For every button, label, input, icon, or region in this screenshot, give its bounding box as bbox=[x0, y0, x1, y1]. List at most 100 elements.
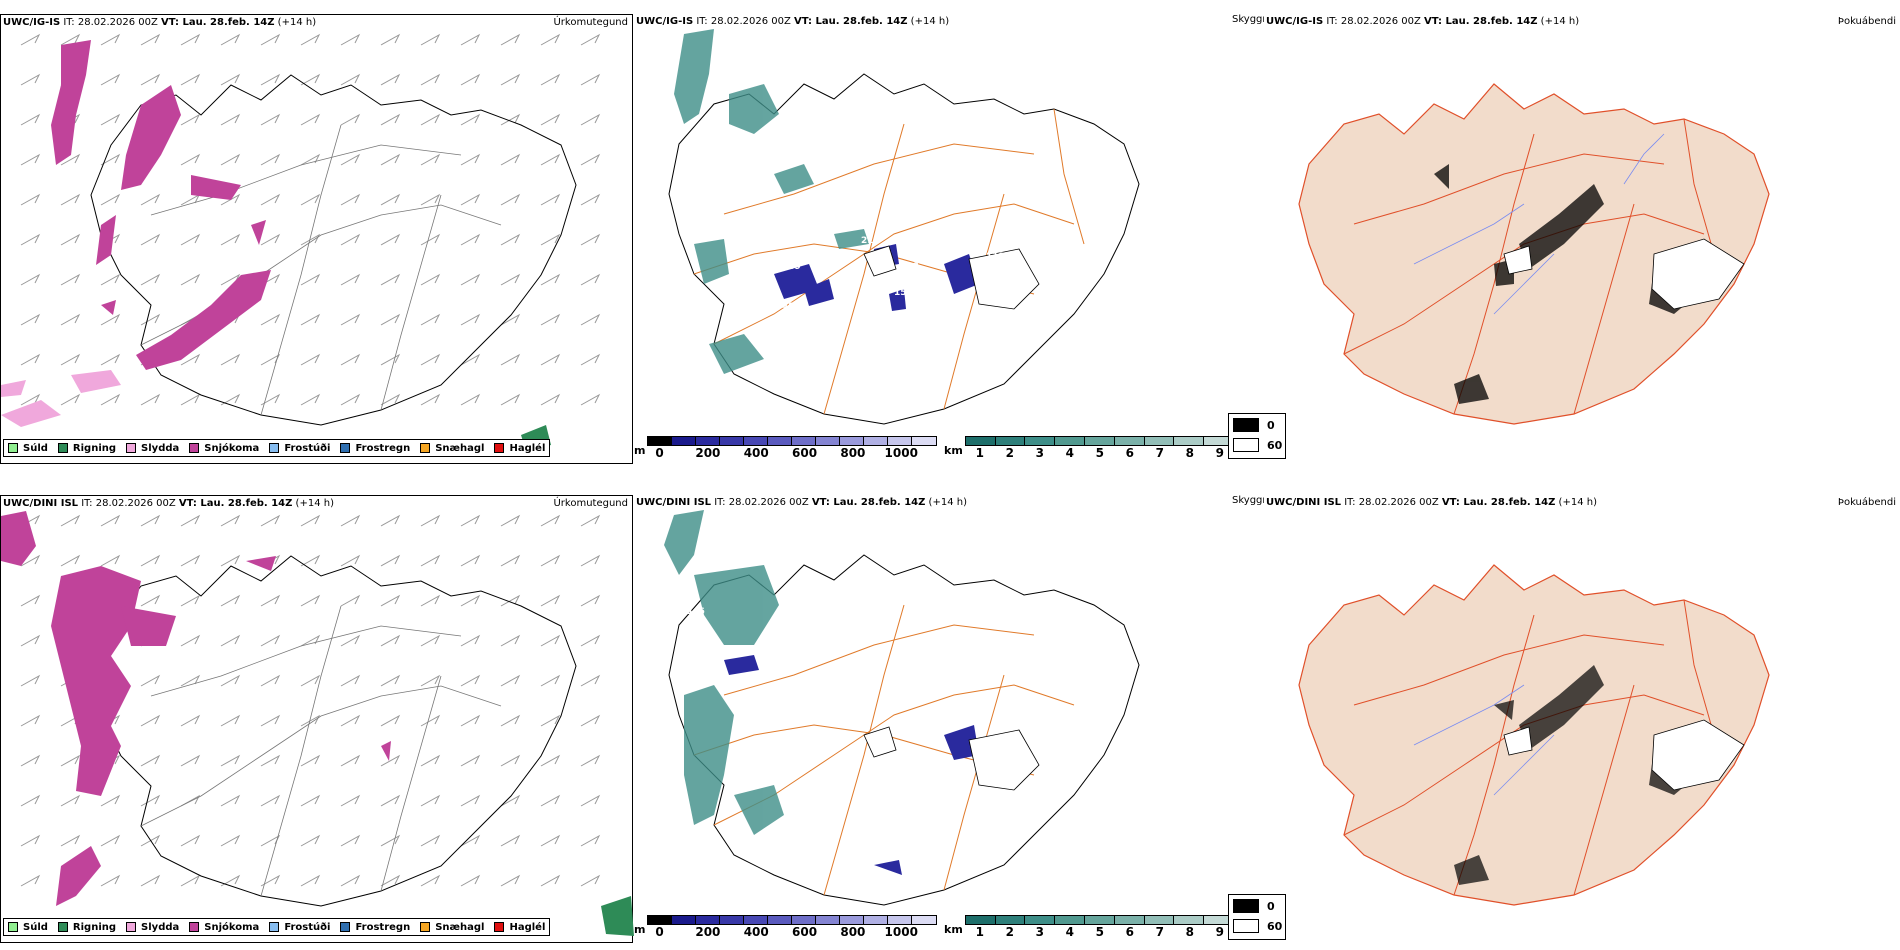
legend-item: Haglél bbox=[494, 443, 545, 454]
wind-barb bbox=[540, 153, 561, 166]
wind-barb bbox=[500, 594, 521, 607]
wind-barb bbox=[420, 514, 441, 527]
wind-barb bbox=[20, 313, 41, 326]
wind-barb bbox=[340, 33, 361, 46]
fog-legend-swatch bbox=[1233, 418, 1259, 432]
precip-map-ig bbox=[1, 33, 601, 451]
colorbar-unit: m bbox=[634, 923, 646, 936]
colorbar-cell bbox=[720, 916, 745, 924]
wind-barb bbox=[260, 794, 281, 807]
colorbar-cell bbox=[648, 437, 673, 445]
wind-barb bbox=[540, 874, 561, 887]
model-label: UWC/IG-IS bbox=[1266, 16, 1324, 27]
valid-time: VT: Lau. 28.feb. 14Z bbox=[161, 17, 275, 28]
colorbar-cell bbox=[965, 437, 996, 445]
wind-barb bbox=[300, 514, 321, 527]
wind-barb bbox=[300, 313, 321, 326]
wind-barb bbox=[540, 113, 561, 126]
wind-barb bbox=[340, 514, 361, 527]
fog-legend-row: 0 bbox=[1233, 899, 1275, 913]
visibility-value-label: 546 bbox=[686, 607, 705, 617]
wind-barb bbox=[420, 554, 441, 567]
wind-barb bbox=[380, 273, 401, 286]
colorbar-tick: 600 bbox=[792, 446, 818, 460]
legend-label: Frostregn bbox=[355, 921, 411, 933]
wind-barb bbox=[300, 634, 321, 647]
wind-barb bbox=[540, 514, 561, 527]
colorbar-cell bbox=[864, 916, 889, 924]
colorbar-cell bbox=[888, 437, 913, 445]
fog-index-panel-dini: UWC/DINI ISL IT: 28.02.2026 00Z VT: Lau.… bbox=[1228, 495, 1900, 945]
colorbar-tick: 5 bbox=[1095, 446, 1104, 460]
wind-barb bbox=[500, 674, 521, 687]
legend-item: Slydda bbox=[126, 922, 179, 933]
wind-barb bbox=[20, 33, 41, 46]
valid-time: VT: Lau. 28.feb. 14Z bbox=[811, 497, 926, 508]
lead-time: (+14 h) bbox=[907, 16, 950, 27]
visibility-value-label: 16 bbox=[976, 765, 989, 775]
wind-barb bbox=[180, 73, 201, 86]
wind-barb bbox=[100, 193, 121, 206]
colorbar-tick: 4 bbox=[1065, 446, 1074, 460]
wind-barb bbox=[420, 594, 441, 607]
fog-legend: 0 60 bbox=[1228, 894, 1286, 940]
visibility-colorbar-km: km12345678910 bbox=[944, 915, 1265, 939]
wind-barb bbox=[500, 113, 521, 126]
wind-barb bbox=[580, 273, 601, 286]
wind-barb bbox=[380, 313, 401, 326]
wind-barb bbox=[220, 754, 241, 767]
wind-barb bbox=[420, 393, 441, 406]
visibility-value-label: 169 bbox=[782, 262, 801, 272]
wind-barb bbox=[420, 754, 441, 767]
wind-barb bbox=[300, 193, 321, 206]
wind-barb bbox=[180, 113, 201, 126]
visibility-panel-ig: UWC/IG-IS IT: 28.02.2026 00Z VT: Lau. 28… bbox=[634, 14, 1272, 464]
wind-barb bbox=[460, 594, 481, 607]
wind-barb bbox=[220, 714, 241, 727]
wind-barb bbox=[540, 674, 561, 687]
colorbar-tick: 0 bbox=[655, 925, 664, 939]
wind-barb bbox=[460, 33, 481, 46]
wind-barb bbox=[140, 834, 161, 847]
wind-barb bbox=[580, 153, 601, 166]
wind-barb bbox=[420, 273, 441, 286]
wind-barb bbox=[220, 794, 241, 807]
wind-barb bbox=[100, 874, 121, 887]
legend-label: Slydda bbox=[141, 921, 180, 933]
fog-map-dini bbox=[1298, 564, 1770, 906]
wind-barb bbox=[380, 554, 401, 567]
wind-barb bbox=[580, 594, 601, 607]
wind-barb bbox=[260, 33, 281, 46]
wind-barb bbox=[540, 273, 561, 286]
wind-barb bbox=[380, 353, 401, 366]
wind-barb bbox=[340, 794, 361, 807]
wind-barb bbox=[260, 634, 281, 647]
wind-barb bbox=[20, 153, 41, 166]
panel-title: Þokuábendi bbox=[1837, 497, 1896, 508]
wind-barb bbox=[260, 674, 281, 687]
wind-barb bbox=[500, 313, 521, 326]
wind-barb bbox=[20, 233, 41, 246]
wind-barb bbox=[460, 794, 481, 807]
wind-barb bbox=[220, 874, 241, 887]
visibility-value-label: 67 bbox=[754, 216, 767, 226]
colorbar-unit: m bbox=[634, 444, 646, 457]
wind-barb bbox=[60, 353, 81, 366]
valid-time: VT: Lau. 28.feb. 14Z bbox=[1441, 497, 1556, 508]
legend-label: Rigning bbox=[72, 921, 117, 933]
model-label: UWC/IG-IS bbox=[636, 16, 694, 27]
wind-barb bbox=[220, 353, 241, 366]
wind-barb bbox=[180, 754, 201, 767]
legend-item: Rigning bbox=[57, 443, 116, 454]
wind-barb bbox=[300, 874, 321, 887]
colorbar-cell bbox=[995, 916, 1026, 924]
valid-time: VT: Lau. 28.feb. 14Z bbox=[794, 16, 908, 27]
colorbar-cell bbox=[965, 916, 996, 924]
precip-map-dini bbox=[1, 511, 634, 936]
colorbar-tick: 600 bbox=[792, 925, 818, 939]
legend-swatch bbox=[8, 443, 18, 453]
wind-barb bbox=[60, 834, 81, 847]
legend-item: Frostúði bbox=[269, 443, 330, 454]
colorbar-tick: 800 bbox=[840, 446, 866, 460]
wind-barb bbox=[100, 834, 121, 847]
